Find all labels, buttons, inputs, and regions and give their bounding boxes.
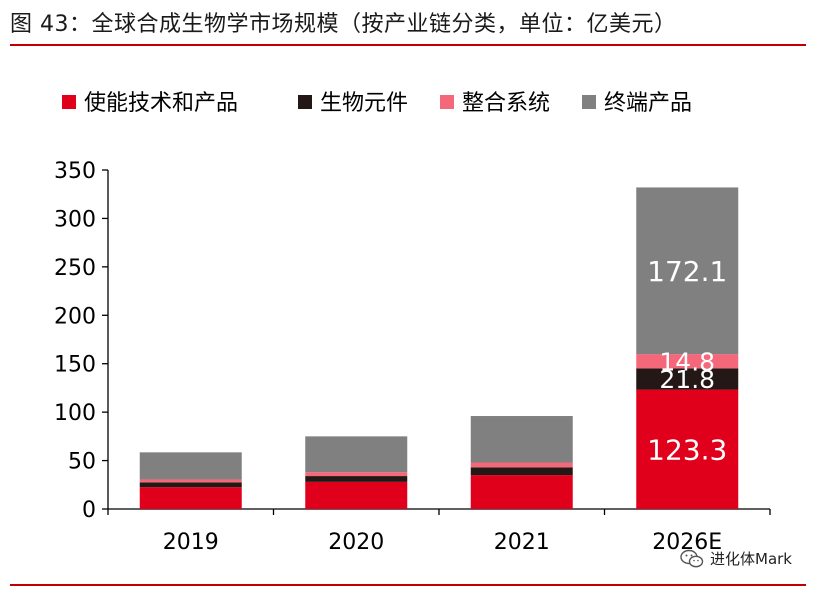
legend-swatch (62, 95, 76, 109)
y-tick-label: 350 (54, 159, 96, 184)
x-tick-label: 2019 (163, 530, 219, 555)
watermark: 进化体Mark (680, 548, 792, 569)
legend-swatch (298, 95, 312, 109)
bar-segment (305, 436, 408, 473)
y-tick-label: 100 (54, 401, 96, 426)
y-tick-label: 200 (54, 304, 96, 329)
bars (139, 187, 739, 509)
x-tick-label: 2020 (328, 530, 384, 555)
wechat-icon (680, 549, 704, 567)
data-label: 14.8 (659, 347, 715, 376)
bar-segment (139, 452, 242, 480)
figure-title: 图 43：全球合成生物学市场规模（按产业链分类，单位：亿美元） (10, 12, 677, 37)
title-rule (10, 44, 806, 46)
bar-segment (139, 479, 242, 483)
bar-segment (305, 476, 408, 482)
bar-segment (636, 389, 739, 509)
bar-segment (470, 467, 573, 476)
bar-segment (305, 481, 408, 509)
bar-segment (470, 475, 573, 509)
x-axis: 2019 2020 2021 2026E (107, 508, 771, 555)
data-label: 123.3 (647, 433, 727, 466)
bar-segment (139, 482, 242, 488)
x-tick-label: 2021 (494, 530, 550, 555)
bar-segment (636, 368, 739, 390)
y-tick-label: 300 (54, 207, 96, 232)
y-tick-label: 150 (54, 353, 96, 378)
y-tick-label: 0 (82, 498, 96, 523)
legend-swatch (440, 95, 454, 109)
bottom-rule (10, 584, 806, 586)
legend-label: 整合系统 (462, 91, 550, 116)
legend-label: 使能技术和产品 (84, 91, 238, 116)
data-labels: 123.3 21.814.8 172.1 (647, 255, 727, 467)
bar-segment (636, 187, 739, 355)
bar-segment (139, 487, 242, 509)
legend-label: 生物元件 (320, 91, 408, 116)
bar-segment (470, 462, 573, 468)
data-label: 21.8 (659, 365, 715, 394)
y-tick-label: 50 (68, 450, 96, 475)
legend-label: 终端产品 (604, 91, 692, 116)
y-axis: 0 50 100 150 200 250 300 350 (54, 159, 109, 523)
watermark-text: 进化体Mark (710, 550, 792, 568)
bar-segment (305, 472, 408, 477)
bar-segment (636, 354, 739, 369)
legend-swatch (582, 95, 596, 109)
y-tick-label: 250 (54, 256, 96, 281)
data-label: 172.1 (647, 255, 727, 288)
bar-segment (470, 416, 573, 463)
legend: 使能技术和产品 生物元件 整合系统 终端产品 (62, 91, 692, 116)
